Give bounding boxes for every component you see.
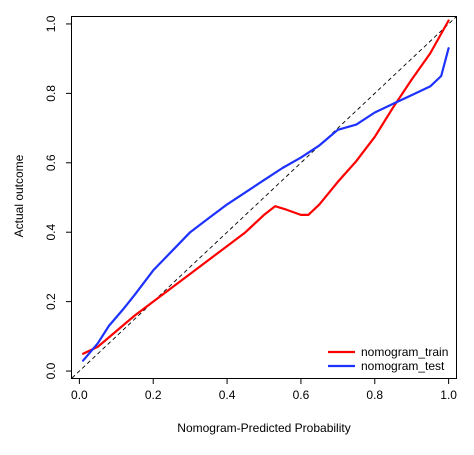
series-line-nomogram-train bbox=[82, 19, 450, 355]
y-tick-label: 1.0 bbox=[44, 15, 58, 32]
y-tick-label: 0.0 bbox=[44, 362, 58, 379]
x-tick-label: 0.0 bbox=[71, 388, 88, 402]
x-tick-label: 0.2 bbox=[145, 388, 162, 402]
legend-label-nomogram-test: nomogram_test bbox=[361, 359, 445, 373]
y-axis-label: Actual outcome bbox=[12, 154, 26, 237]
series-line-nomogram-test bbox=[82, 47, 450, 362]
plot-area bbox=[71, 16, 457, 379]
x-tick-label: 1.0 bbox=[440, 388, 457, 402]
x-tick-label: 0.6 bbox=[293, 388, 310, 402]
plot-box bbox=[71, 16, 457, 379]
y-tick-label: 0.2 bbox=[44, 293, 58, 310]
x-tick-label: 0.8 bbox=[366, 388, 383, 402]
y-tick-label: 0.6 bbox=[44, 154, 58, 171]
reference-diagonal-line bbox=[71, 16, 457, 379]
y-tick-label: 0.8 bbox=[44, 85, 58, 102]
y-tick-label: 0.4 bbox=[44, 224, 58, 241]
legend: nomogram_train nomogram_test bbox=[328, 345, 448, 373]
legend-label-nomogram-train: nomogram_train bbox=[361, 345, 448, 359]
axes: 0.0 0.2 0.4 0.6 0.8 1.0 0.0 0.2 0.4 0.6 0.8 1.0 bbox=[44, 15, 457, 402]
x-tick-label: 0.4 bbox=[219, 388, 236, 402]
x-axis-label: Nomogram-Predicted Probability bbox=[177, 421, 350, 435]
